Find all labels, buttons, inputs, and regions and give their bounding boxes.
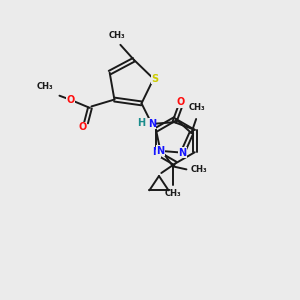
Text: H: H bbox=[137, 118, 146, 128]
Text: N: N bbox=[156, 146, 164, 156]
Text: N: N bbox=[152, 147, 160, 157]
Text: O: O bbox=[177, 97, 185, 107]
Text: O: O bbox=[78, 122, 86, 132]
Text: CH₃: CH₃ bbox=[109, 31, 126, 40]
Text: CH₃: CH₃ bbox=[188, 103, 205, 112]
Text: N: N bbox=[148, 119, 156, 129]
Text: O: O bbox=[66, 94, 75, 105]
Text: CH₃: CH₃ bbox=[165, 189, 181, 198]
Text: S: S bbox=[152, 74, 159, 84]
Text: N: N bbox=[178, 148, 187, 158]
Text: CH₃: CH₃ bbox=[191, 165, 208, 174]
Text: CH₃: CH₃ bbox=[37, 82, 53, 91]
